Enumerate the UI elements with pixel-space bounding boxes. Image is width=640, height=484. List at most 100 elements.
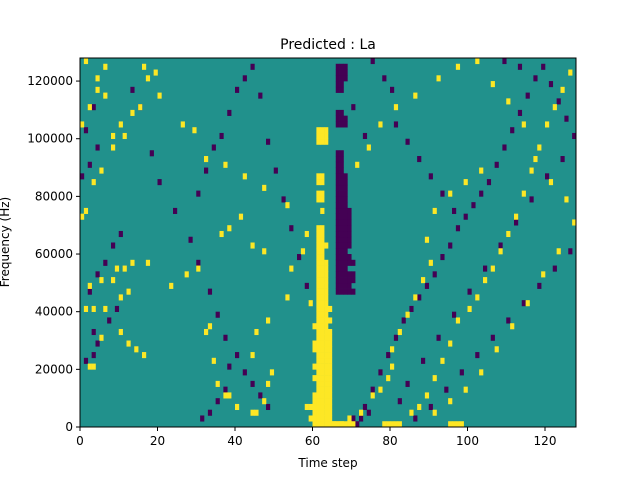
- heatmap-cell-high: [87, 104, 92, 111]
- heatmap-cell-low: [242, 369, 247, 376]
- heatmap-cell-low: [343, 173, 348, 180]
- heatmap-cell-high: [459, 421, 464, 428]
- heatmap-cell-low: [343, 207, 348, 214]
- heatmap-cell-high: [227, 225, 232, 232]
- heatmap-cell-low: [339, 207, 344, 214]
- heatmap-cell-low: [560, 156, 565, 163]
- heatmap-cell-high: [320, 346, 325, 353]
- heatmap-cell-high: [118, 121, 123, 128]
- heatmap-cell-low: [157, 179, 162, 186]
- heatmap-cell-low: [355, 421, 360, 428]
- heatmap-cell-low: [335, 248, 340, 255]
- heatmap-cell-high: [196, 265, 201, 272]
- heatmap-cell-low: [339, 121, 344, 128]
- heatmap-cell-high: [153, 69, 158, 76]
- heatmap-cell-high: [328, 369, 333, 376]
- heatmap-cell-high: [521, 190, 526, 197]
- heatmap-cell-high: [324, 380, 329, 387]
- heatmap-cell-high: [328, 403, 333, 411]
- heatmap-cell-high: [355, 161, 360, 168]
- heatmap-cell-low: [250, 63, 255, 70]
- heatmap-cell-high: [366, 144, 371, 151]
- heatmap-cell-high: [494, 346, 499, 353]
- heatmap-cell-low: [149, 150, 154, 157]
- heatmap-cell-high: [335, 421, 340, 428]
- heatmap-cell-high: [145, 259, 151, 266]
- heatmap-cell-high: [347, 415, 352, 422]
- heatmap-cell-high: [324, 242, 329, 249]
- heatmap-cell-low: [351, 271, 356, 278]
- heatmap-cell-low: [335, 219, 340, 226]
- heatmap-cell-high: [316, 277, 321, 284]
- heatmap-cell-low: [343, 288, 348, 295]
- heatmap-cell-high: [386, 375, 391, 382]
- heatmap-cell-high: [328, 305, 333, 312]
- heatmap-cell-high: [312, 421, 317, 428]
- heatmap-cell-high: [320, 288, 325, 295]
- heatmap-cell-high: [448, 421, 453, 428]
- heatmap-cell-low: [215, 311, 220, 318]
- heatmap-cell-high: [324, 265, 329, 272]
- heatmap-cell-low: [173, 207, 178, 214]
- heatmap-cell-low: [378, 369, 383, 376]
- heatmap-cell-high: [312, 398, 317, 405]
- heatmap-cell-high: [417, 403, 422, 411]
- heatmap-cell-high: [262, 248, 267, 255]
- heatmap-cell-high: [324, 398, 329, 405]
- heatmap-cell-high: [308, 300, 313, 307]
- heatmap-cell-low: [266, 138, 271, 145]
- heatmap-cell-high: [320, 225, 325, 232]
- heatmap-cell-high: [95, 75, 100, 82]
- heatmap-cell-high: [320, 127, 325, 134]
- heatmap-cell-high: [111, 277, 116, 284]
- heatmap-cell-high: [328, 352, 333, 359]
- heatmap-cell-high: [316, 265, 321, 272]
- heatmap-cell-high: [328, 375, 333, 382]
- heatmap-cell-low: [343, 69, 348, 76]
- heatmap-cell-high: [432, 409, 437, 416]
- heatmap-cell-low: [525, 92, 530, 99]
- heatmap-cell-low: [211, 144, 216, 151]
- heatmap-cell-high: [386, 421, 391, 428]
- heatmap-cell-low: [421, 357, 426, 364]
- heatmap-cell-high: [316, 398, 321, 405]
- heatmap-cell-high: [390, 421, 395, 428]
- heatmap-cell-high: [207, 323, 213, 330]
- heatmap-cell-high: [312, 403, 317, 411]
- heatmap-cell-low: [339, 173, 344, 180]
- heatmap-cell-low: [304, 282, 309, 289]
- heatmap-cell-low: [343, 190, 348, 197]
- heatmap-cell-high: [463, 179, 468, 186]
- heatmap-cell-high: [285, 202, 290, 209]
- heatmap-cell-high: [83, 58, 89, 65]
- heatmap-cell-low: [339, 254, 344, 261]
- heatmap-cell-low: [235, 352, 240, 359]
- heatmap-cell-low: [347, 219, 352, 226]
- heatmap-cell-high: [378, 386, 383, 393]
- heatmap-cell-high: [328, 334, 333, 341]
- heatmap-cell-low: [335, 86, 340, 93]
- heatmap-cell-high: [382, 421, 387, 428]
- heatmap-cell-high: [320, 409, 325, 416]
- heatmap-cell-low: [366, 409, 371, 416]
- heatmap-cell-high: [393, 104, 399, 111]
- heatmap-cell-high: [328, 340, 333, 347]
- heatmap-cell-low: [339, 167, 344, 174]
- heatmap-cell-high: [87, 282, 92, 289]
- heatmap-cell-high: [556, 248, 561, 255]
- heatmap-cell-high: [560, 86, 565, 93]
- x-tick-label: 20: [150, 434, 165, 448]
- heatmap-cell-low: [339, 219, 344, 226]
- heatmap-cell-low: [83, 127, 89, 134]
- heatmap-cell-high: [320, 369, 325, 376]
- heatmap-cell-high: [320, 375, 325, 382]
- heatmap-cell-high: [552, 104, 557, 111]
- y-tick-label: 20000: [35, 362, 73, 376]
- heatmap-cell-low: [568, 248, 573, 255]
- heatmap-cell-high: [328, 421, 333, 428]
- heatmap-cell-high: [254, 328, 259, 336]
- heatmap-cell-low: [533, 75, 538, 82]
- heatmap-cell-high: [320, 398, 325, 405]
- heatmap-cell-low: [351, 288, 356, 295]
- heatmap-cell-high: [490, 81, 495, 88]
